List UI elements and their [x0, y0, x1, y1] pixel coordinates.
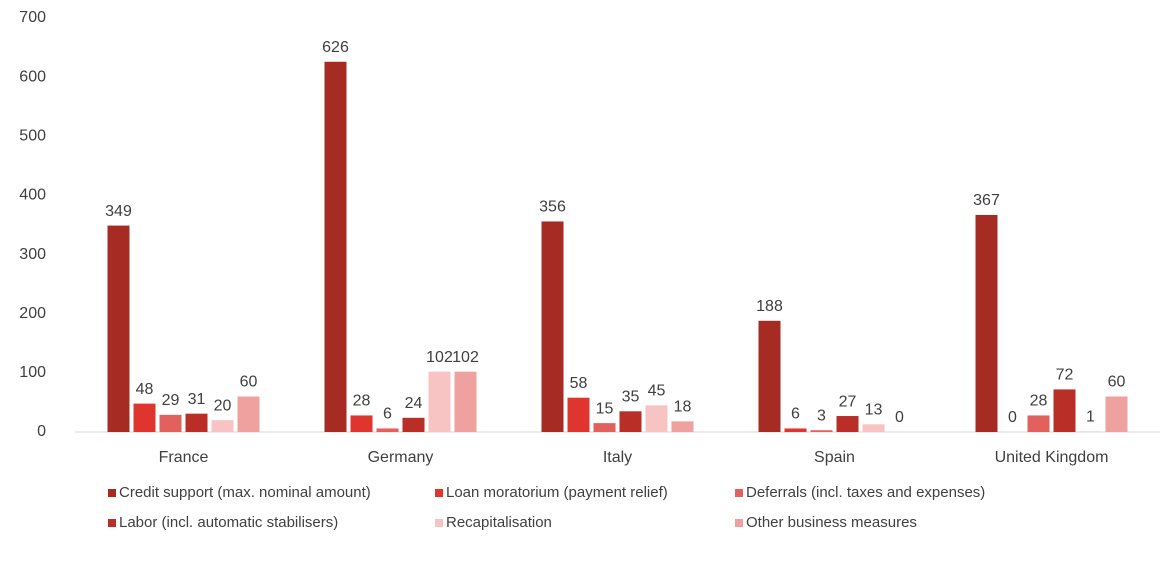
bar — [185, 413, 208, 432]
bar — [619, 411, 642, 432]
legend-swatch — [735, 489, 743, 497]
bar — [567, 397, 590, 432]
value-label: 102 — [426, 349, 453, 366]
bar — [402, 417, 425, 432]
legend-label: Labor (incl. automatic stabilisers) — [119, 514, 338, 531]
value-label: 48 — [136, 381, 154, 398]
bar — [237, 396, 260, 432]
bar — [836, 416, 859, 432]
value-label: 27 — [839, 393, 857, 410]
bar — [671, 421, 694, 432]
value-label: 356 — [539, 199, 566, 216]
value-label: 60 — [240, 374, 258, 391]
x-tick-label: Germany — [368, 449, 434, 466]
bar — [784, 428, 807, 432]
legend-swatch — [108, 519, 116, 527]
bar — [862, 424, 885, 432]
value-label: 28 — [353, 393, 371, 410]
value-label: 29 — [162, 392, 180, 409]
value-label: 349 — [105, 203, 132, 220]
value-label: 3 — [817, 407, 826, 424]
bar — [133, 403, 156, 432]
bar — [454, 371, 477, 432]
y-tick-label: 700 — [19, 9, 46, 26]
bar — [1079, 431, 1102, 432]
legend-label: Other business measures — [746, 514, 917, 531]
legend-label: Loan moratorium (payment relief) — [446, 484, 668, 501]
value-label: 367 — [973, 192, 1000, 209]
bar — [211, 420, 234, 432]
value-label: 31 — [188, 391, 206, 408]
bar — [350, 415, 373, 432]
legend-label: Deferrals (incl. taxes and expenses) — [746, 484, 985, 501]
value-label: 20 — [214, 397, 232, 414]
value-label: 6 — [791, 406, 800, 423]
legend-swatch — [435, 489, 443, 497]
legend-swatch — [108, 489, 116, 497]
legend-label: Recapitalisation — [446, 514, 552, 531]
bar — [541, 221, 564, 432]
value-label: 188 — [756, 298, 783, 315]
bar — [1105, 396, 1128, 432]
x-tick-label: Italy — [603, 449, 632, 466]
bar — [1053, 389, 1076, 432]
value-label: 102 — [452, 349, 479, 366]
value-label: 58 — [570, 375, 588, 392]
bar — [376, 428, 399, 432]
y-tick-label: 100 — [19, 364, 46, 381]
value-label: 45 — [648, 383, 666, 400]
bar — [593, 423, 616, 432]
value-label: 72 — [1056, 367, 1074, 384]
y-tick-label: 500 — [19, 128, 46, 145]
value-label: 13 — [865, 402, 883, 419]
bar — [810, 430, 833, 432]
value-label: 0 — [895, 409, 904, 426]
legend-swatch — [735, 519, 743, 527]
value-label: 6 — [383, 406, 392, 423]
y-tick-label: 200 — [19, 305, 46, 322]
value-label: 28 — [1030, 393, 1048, 410]
value-label: 24 — [405, 395, 423, 412]
x-tick-label: United Kingdom — [995, 449, 1109, 466]
y-tick-label: 300 — [19, 246, 46, 263]
bar — [428, 371, 451, 432]
x-tick-label: Spain — [814, 449, 855, 466]
bar — [975, 214, 998, 432]
bar — [107, 225, 130, 432]
value-label: 35 — [622, 389, 640, 406]
bar — [324, 61, 347, 432]
bar — [159, 414, 182, 432]
value-label: 1 — [1086, 409, 1095, 426]
y-tick-label: 600 — [19, 68, 46, 85]
value-label: 0 — [1008, 409, 1017, 426]
legend-label: Credit support (max. nominal amount) — [119, 484, 371, 501]
value-label: 626 — [322, 39, 349, 56]
x-tick-label: France — [159, 449, 209, 466]
bar — [645, 405, 668, 432]
y-tick-label: 0 — [37, 423, 46, 440]
legend-swatch — [435, 519, 443, 527]
bar — [1027, 415, 1050, 432]
value-label: 60 — [1108, 374, 1126, 391]
y-tick-label: 400 — [19, 187, 46, 204]
value-label: 15 — [596, 400, 614, 417]
bar — [758, 320, 781, 432]
value-label: 18 — [674, 399, 692, 416]
